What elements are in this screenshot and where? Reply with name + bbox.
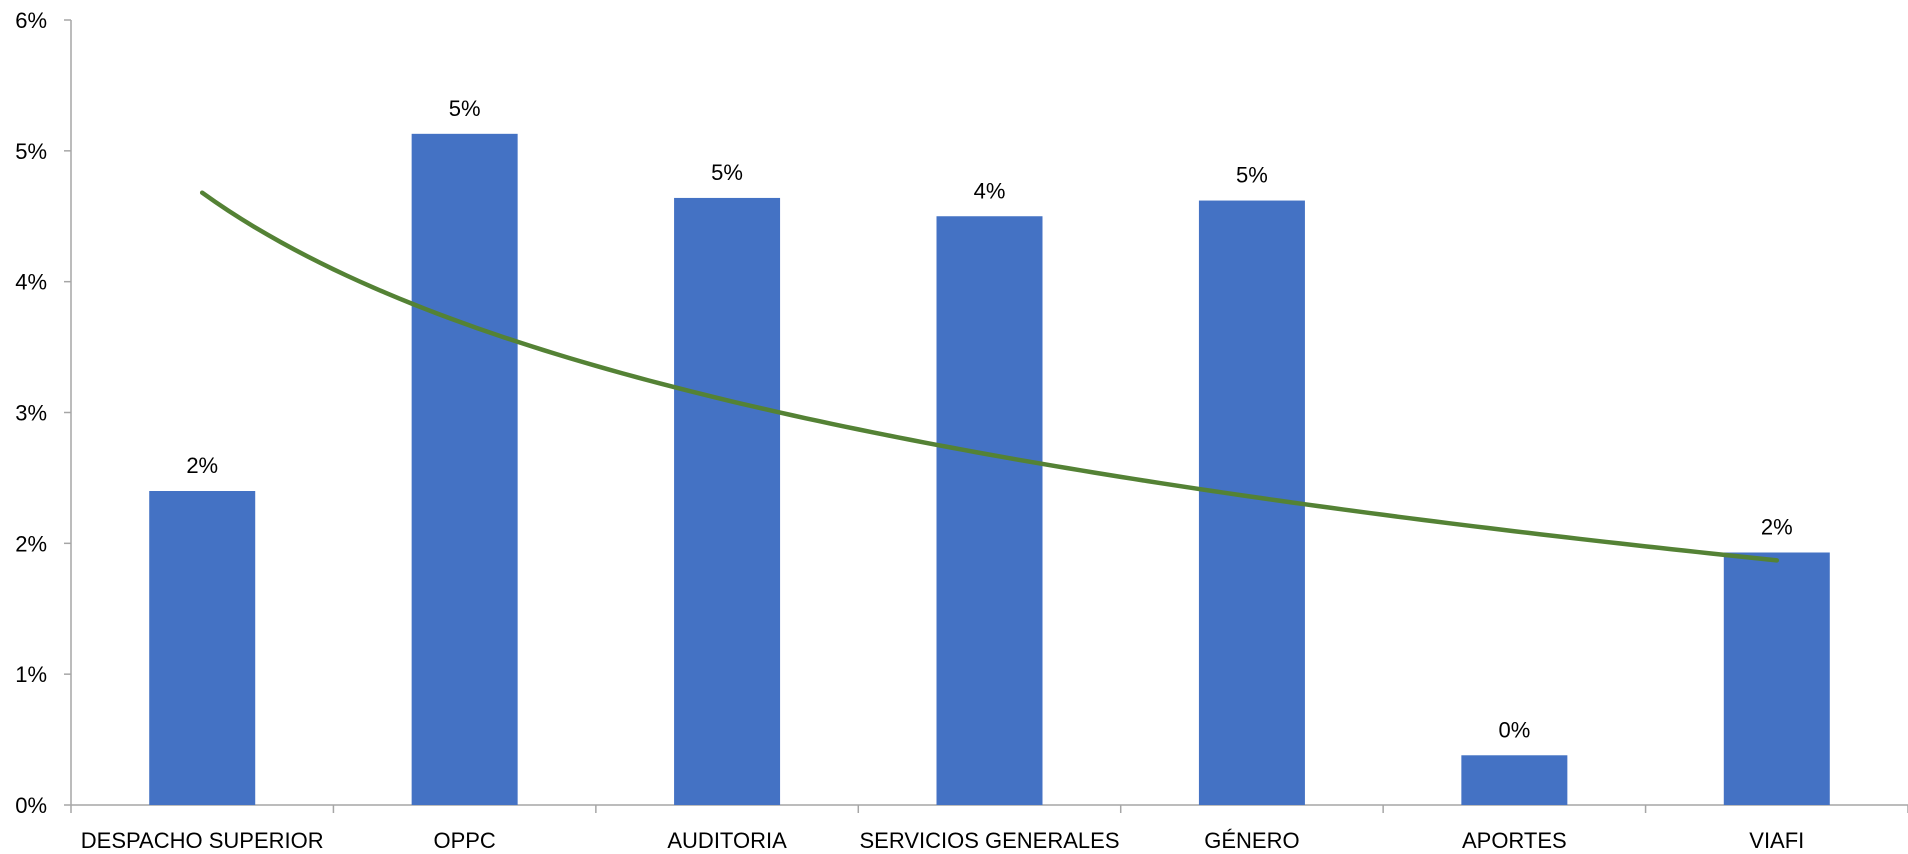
data-label: 2% (1761, 514, 1793, 539)
x-axis-category-labels: DESPACHO SUPERIOR OPPC AUDITORIA SERVICIOS … (81, 828, 1805, 853)
bar-2 (674, 197, 781, 805)
y-tick-label: 0% (15, 793, 47, 818)
bar-3 (936, 216, 1043, 805)
data-labels: 2% 5% 5% 4% 5% 0% 2% (186, 96, 1792, 742)
data-label: 5% (449, 96, 481, 121)
x-category-label: OPPC (433, 828, 495, 853)
x-category-label: AUDITORIA (667, 828, 787, 853)
data-label: 5% (711, 160, 743, 185)
trendline (199, 190, 1780, 563)
data-label: 4% (974, 178, 1006, 203)
y-tick-label: 2% (15, 531, 47, 556)
bar-0 (149, 491, 256, 805)
x-category-label: APORTES (1462, 828, 1567, 853)
y-tick-label: 3% (15, 401, 47, 426)
x-category-label: SERVICIOS GENERALES (859, 828, 1119, 853)
trendline-group (199, 190, 1780, 563)
bars (149, 133, 1830, 806)
y-tick-label: 5% (15, 139, 47, 164)
data-label: 2% (186, 453, 218, 478)
y-axis-tick-labels: 0% 1% 2% 3% 4% 5% 6% (15, 8, 47, 818)
y-tick-label: 6% (15, 8, 47, 33)
x-category-label: GÉNERO (1204, 828, 1299, 853)
bar-1 (411, 133, 518, 805)
y-tick-label: 4% (15, 270, 47, 295)
data-label: 5% (1236, 163, 1268, 188)
data-label: 0% (1498, 717, 1530, 742)
y-tick-label: 1% (15, 662, 47, 687)
x-category-label: VIAFI (1749, 828, 1804, 853)
bar-6 (1723, 552, 1830, 805)
bar-5 (1461, 755, 1568, 805)
x-category-label: DESPACHO SUPERIOR (81, 828, 324, 853)
